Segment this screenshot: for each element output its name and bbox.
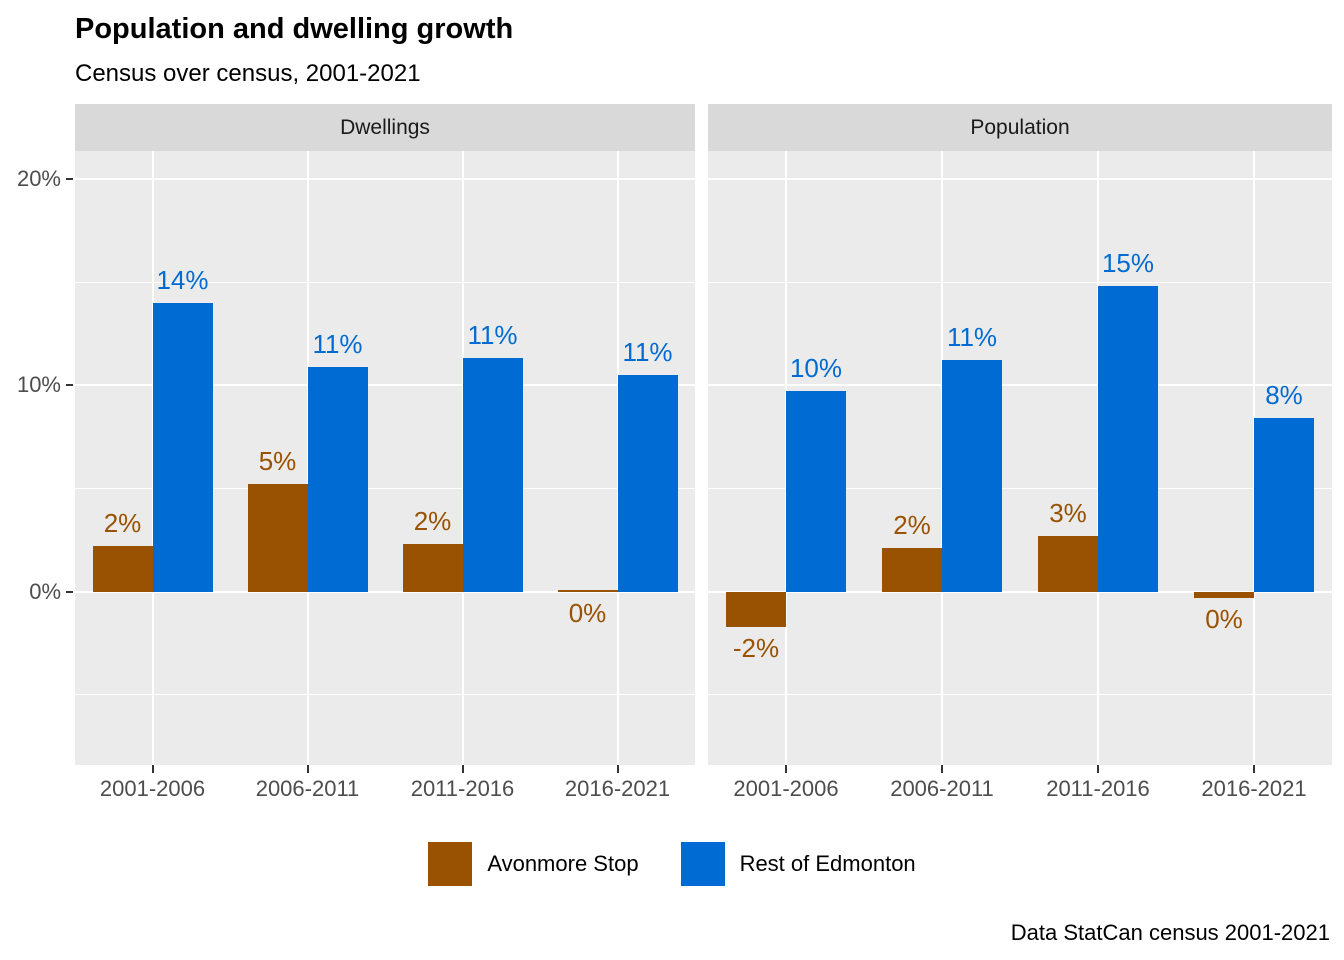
bar-avonmore-stop <box>247 484 308 592</box>
gridline-major <box>708 590 1332 593</box>
x-axis-tick-mark <box>306 765 309 773</box>
x-axis-tick-label: 2001-2006 <box>99 776 206 801</box>
faceted-bar-chart: 20% 10% 0% Dwellings 2% 5% 2% 0% 14% 11% 11% 11% 20… <box>0 104 1344 810</box>
gridline-minor <box>708 694 1332 696</box>
x-axis-tick-mark <box>461 765 464 773</box>
x-axis-tick-mark <box>616 765 619 773</box>
facet-dwellings: Dwellings 2% 5% 2% 0% 14% 11% 11% 11% 2001-2006 20… <box>75 104 695 810</box>
bar-value-label: -2% <box>732 632 780 663</box>
x-axis-tick-mark <box>1097 765 1099 773</box>
bar-avonmore-stop <box>726 591 786 627</box>
bar-rest-of-edmonton <box>307 366 368 592</box>
y-axis-tick-label: 0% <box>29 578 61 604</box>
x-axis-tick-label: 2016-2021 <box>564 776 671 801</box>
gridline-major <box>75 384 695 387</box>
x-axis-tick-mark <box>1253 765 1255 773</box>
facet-panel: 2% 5% 2% 0% 14% 11% 11% 11% <box>75 151 695 765</box>
x-axis-tick-label: 2006-2011 <box>890 776 994 801</box>
bar-value-label: 3% <box>1049 497 1087 528</box>
legend-swatch-rest <box>680 842 725 886</box>
bar-rest-of-edmonton <box>1098 286 1158 592</box>
gridline-major <box>708 384 1332 387</box>
x-axis-tick-label: 2011-2016 <box>1046 776 1150 801</box>
chart-subtitle: Census over census, 2001-2021 <box>75 60 421 87</box>
bar-rest-of-edmonton <box>462 358 523 592</box>
bar-rest-of-edmonton <box>617 374 678 592</box>
gridline-minor <box>708 281 1332 283</box>
x-axis-tick-label: 2016-2021 <box>1201 776 1307 801</box>
bar-avonmore-stop <box>557 589 618 592</box>
facet-strip-label: Dwellings <box>75 104 695 151</box>
facet-panel: -2% 2% 3% 0% 10% 11% 15% 8% <box>708 151 1332 765</box>
bar-avonmore-stop <box>1038 535 1098 592</box>
gridline-minor <box>75 694 695 696</box>
bar-value-label: 14% <box>156 264 209 295</box>
facet-strip-label: Population <box>708 104 1332 151</box>
legend-label: Rest of Edmonton <box>739 851 916 876</box>
gridline-minor <box>708 487 1332 489</box>
x-axis-tick-mark <box>785 765 787 773</box>
bar-value-label: 15% <box>1101 248 1155 279</box>
bar-value-label: 0% <box>1205 603 1243 634</box>
bar-avonmore-stop <box>402 544 463 592</box>
gridline-minor <box>75 487 695 489</box>
chart-caption: Data StatCan census 2001-2021 <box>1010 920 1330 945</box>
bar-value-label: 11% <box>467 320 518 351</box>
x-axis-tick-label: 2011-2016 <box>410 776 515 801</box>
legend-entry-rest: Rest of Edmonton <box>680 842 916 886</box>
bar-value-label: 11% <box>946 322 998 353</box>
bar-value-label: 0% <box>568 597 607 628</box>
bar-rest-of-edmonton <box>1254 418 1314 592</box>
bar-value-label: 2% <box>413 506 452 537</box>
y-axis-tick-mark <box>66 384 73 387</box>
gridline-major <box>75 177 695 180</box>
x-axis-tick-label: 2001-2006 <box>733 776 839 801</box>
y-axis-tick-mark <box>66 590 73 593</box>
y-axis-tick-mark <box>66 177 73 180</box>
legend: Avonmore Stop Rest of Edmonton <box>0 840 1344 888</box>
bar-rest-of-edmonton <box>152 302 213 592</box>
bar-value-label: 5% <box>258 446 297 477</box>
x-axis-tick-label: 2006-2011 <box>255 776 360 801</box>
y-axis: 20% 10% 0% <box>0 104 75 810</box>
bar-value-label: 2% <box>103 508 142 539</box>
gridline-minor <box>75 281 695 283</box>
legend-entry-avonmore: Avonmore Stop <box>428 842 639 886</box>
y-axis-tick-label: 20% <box>16 165 61 191</box>
facet-population: Population -2% 2% 3% 0% 10% 11% 15% 8% 2001-2006 2… <box>708 104 1332 810</box>
x-axis-tick-mark <box>941 765 943 773</box>
bar-value-label: 8% <box>1265 380 1303 411</box>
y-axis-tick-label: 10% <box>16 372 61 398</box>
bar-value-label: 10% <box>789 353 843 384</box>
bar-avonmore-stop <box>92 546 153 592</box>
bar-avonmore-stop <box>882 548 942 592</box>
gridline-major <box>75 590 695 593</box>
bar-value-label: 11% <box>312 328 363 359</box>
bar-rest-of-edmonton <box>942 360 1002 592</box>
gridline-major <box>708 177 1332 180</box>
legend-label: Avonmore Stop <box>487 851 639 876</box>
chart-title: Population and dwelling growth <box>75 13 514 45</box>
bar-value-label: 2% <box>893 510 931 541</box>
legend-swatch-avonmore <box>428 842 473 886</box>
bar-avonmore-stop <box>1194 591 1254 598</box>
x-axis-tick-mark <box>151 765 154 773</box>
bar-value-label: 11% <box>622 336 673 367</box>
bar-rest-of-edmonton <box>786 391 846 592</box>
